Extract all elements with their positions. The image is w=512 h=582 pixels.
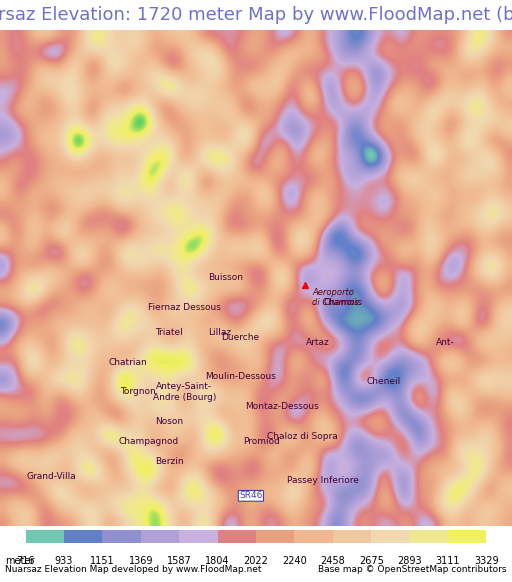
Text: Champagnod: Champagnod <box>118 437 179 446</box>
Text: 2893: 2893 <box>397 556 422 566</box>
Text: 1151: 1151 <box>90 556 115 566</box>
Text: Base map © OpenStreetMap contributors: Base map © OpenStreetMap contributors <box>318 565 507 574</box>
Text: Montaz-Dessous: Montaz-Dessous <box>245 402 318 411</box>
Text: 3111: 3111 <box>436 556 460 566</box>
Text: Duerche: Duerche <box>222 333 260 342</box>
Text: 2240: 2240 <box>282 556 307 566</box>
Text: Moulin-Dessous: Moulin-Dessous <box>205 372 276 381</box>
Text: Lillaz: Lillaz <box>208 328 232 337</box>
Text: SR46: SR46 <box>239 491 263 501</box>
Text: 716: 716 <box>16 556 35 566</box>
Text: 3329: 3329 <box>474 556 499 566</box>
Text: Noson: Noson <box>155 417 183 426</box>
FancyBboxPatch shape <box>141 530 179 543</box>
FancyBboxPatch shape <box>26 530 64 543</box>
Text: Chamois: Chamois <box>324 298 362 307</box>
Text: Chatrian: Chatrian <box>109 357 147 367</box>
Text: 933: 933 <box>55 556 73 566</box>
Text: Passey Inferiore: Passey Inferiore <box>287 477 358 485</box>
Text: 1369: 1369 <box>129 556 153 566</box>
Text: 1587: 1587 <box>167 556 191 566</box>
FancyBboxPatch shape <box>371 530 410 543</box>
Text: Chaloz di Sopra: Chaloz di Sopra <box>267 432 337 441</box>
FancyBboxPatch shape <box>410 530 448 543</box>
Text: Berzin: Berzin <box>155 457 183 466</box>
FancyBboxPatch shape <box>448 530 486 543</box>
Text: 1804: 1804 <box>205 556 230 566</box>
FancyBboxPatch shape <box>256 530 294 543</box>
Text: Triatel: Triatel <box>155 328 183 337</box>
Text: Grand-Villa: Grand-Villa <box>26 471 76 481</box>
Text: Torgnon: Torgnon <box>120 387 156 396</box>
FancyBboxPatch shape <box>102 530 141 543</box>
Text: Aeroporto
di Chamois: Aeroporto di Chamois <box>312 288 359 307</box>
Text: Nuarsaz Elevation Map developed by www.FloodMap.net: Nuarsaz Elevation Map developed by www.F… <box>5 565 262 574</box>
Text: Antey-Saint-
Andre (Bourg): Antey-Saint- Andre (Bourg) <box>153 382 216 402</box>
FancyBboxPatch shape <box>333 530 371 543</box>
Text: Buisson: Buisson <box>208 274 243 282</box>
Text: meter: meter <box>5 556 34 566</box>
FancyBboxPatch shape <box>218 530 256 543</box>
FancyBboxPatch shape <box>64 530 102 543</box>
Text: 2675: 2675 <box>359 556 383 566</box>
Text: Nuarsaz Elevation: 1720 meter Map by www.FloodMap.net (beta): Nuarsaz Elevation: 1720 meter Map by www… <box>0 6 512 24</box>
FancyBboxPatch shape <box>294 530 333 543</box>
Text: 2458: 2458 <box>321 556 345 566</box>
Text: Artaz: Artaz <box>306 338 329 347</box>
Text: Cheneil: Cheneil <box>367 377 401 386</box>
Text: Fiernaz Dessous: Fiernaz Dessous <box>148 303 221 312</box>
Text: Promiod: Promiod <box>243 437 280 446</box>
Text: Ant-: Ant- <box>436 338 455 347</box>
FancyBboxPatch shape <box>179 530 218 543</box>
Text: 2022: 2022 <box>244 556 268 566</box>
